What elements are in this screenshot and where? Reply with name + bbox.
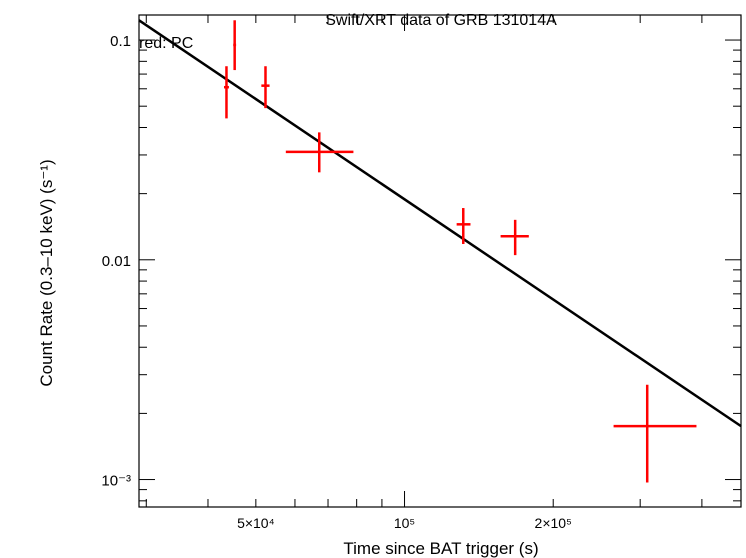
y-tick-label: 0.1 xyxy=(110,33,131,50)
axis-tick-labels: 5×10⁴ 10⁵ 2×10⁵ 0.1 0.01 10⁻³ xyxy=(101,33,571,531)
x-tick-label: 2×10⁵ xyxy=(535,515,572,531)
data-point xyxy=(261,66,270,109)
data-point xyxy=(456,208,471,244)
axis-ticks xyxy=(139,15,741,507)
x-axis-label: Time since BAT trigger (s) xyxy=(343,539,538,558)
x-tick-label: 5×10⁴ xyxy=(237,515,275,531)
model-fit-line xyxy=(138,19,742,428)
data-point xyxy=(223,66,229,119)
data-point xyxy=(233,20,237,71)
y-axis-label: Count Rate (0.3–10 keV) (s⁻¹) xyxy=(37,159,56,386)
data-points xyxy=(223,20,697,483)
y-tick-label: 10⁻³ xyxy=(101,473,131,490)
plot-frame xyxy=(138,14,742,508)
chart-title: Swift/XRT data of GRB 131014A xyxy=(325,12,557,29)
y-tick-label: 0.01 xyxy=(102,253,131,270)
data-point xyxy=(500,219,529,256)
x-tick-label: 10⁵ xyxy=(394,515,415,531)
data-point xyxy=(285,132,354,173)
model-line-segment xyxy=(138,19,742,428)
data-point xyxy=(613,384,697,483)
